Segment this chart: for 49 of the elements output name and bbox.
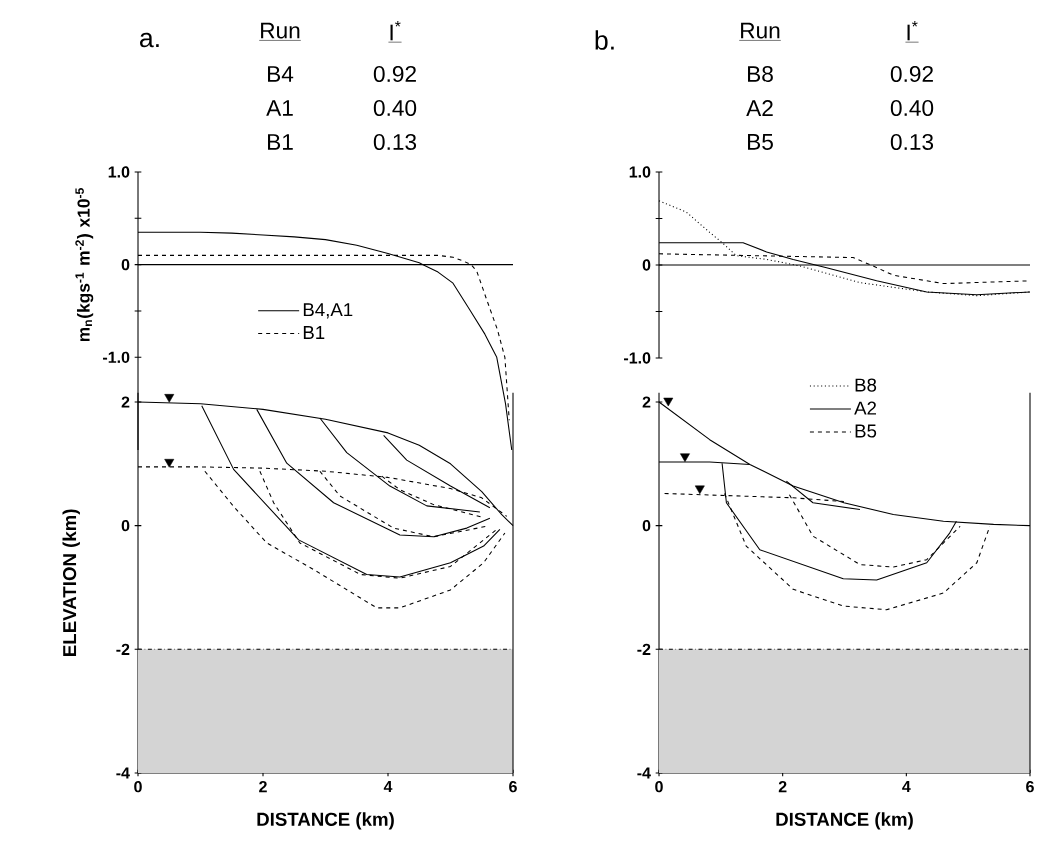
x-tick-label: 4: [902, 781, 911, 793]
y-tick-label: 0: [121, 519, 130, 532]
y-tick-label: 1.0: [108, 166, 130, 178]
text: 0.92: [373, 65, 416, 83]
x-tick-label: 6: [1026, 781, 1034, 793]
legend-label: B4,A1: [303, 303, 353, 319]
text: B1: [268, 134, 293, 150]
y-tick-label: -1.0: [624, 352, 651, 364]
y-tick-label: -2: [637, 643, 651, 655]
x-tick-label: 2: [778, 781, 787, 793]
legend-label: A2: [854, 401, 877, 415]
y-tick-label: 2: [121, 396, 130, 408]
text: Run: [741, 22, 780, 39]
y-tick-label: 0: [121, 258, 130, 271]
x-tick-label: 2: [259, 781, 267, 793]
y-tick-label: 0: [642, 519, 651, 532]
chart-title: b.: [595, 30, 614, 50]
y-tick-label: -4: [637, 767, 651, 779]
text: 0.13: [373, 133, 417, 151]
text: B8: [748, 65, 773, 83]
text: B4: [268, 66, 294, 82]
chart-title: a.: [140, 32, 159, 48]
y-axis-title: m$_{n}$(kgs$^{-1}$ m$^{-2}$) x10$^{-5}$: [75, 188, 94, 342]
y-tick-label: -1.0: [103, 351, 130, 363]
text: 0.40: [890, 99, 934, 117]
x-tick-label: 4: [383, 781, 393, 793]
text: B5: [748, 134, 773, 150]
x-tick-label: 6: [509, 781, 517, 793]
text: I$^{*}$: [390, 21, 401, 41]
text: A2: [746, 100, 773, 116]
x-axis-title: DISTANCE (km): [776, 812, 913, 830]
x-tick-label: 0: [134, 781, 142, 793]
legend-label: B1: [303, 326, 325, 339]
x-axis-title: DISTANCE (km): [257, 812, 394, 830]
text: 0.92: [890, 65, 933, 83]
x-tick-label: 0: [655, 781, 663, 793]
y-axis-title: ELEVATION (km): [62, 509, 80, 656]
y-tick-label: -2: [116, 643, 130, 655]
legend-label: B5: [855, 424, 877, 438]
text: A1: [266, 100, 293, 116]
y-tick-label: 0: [642, 259, 651, 271]
text: 0.13: [890, 133, 934, 151]
text: I$^{*}$: [907, 21, 918, 41]
legend-label: B8: [855, 378, 877, 392]
y-tick-label: 1.0: [629, 166, 651, 178]
text: Run: [261, 22, 300, 39]
y-tick-label: -4: [116, 767, 130, 779]
text: 0.40: [373, 99, 417, 117]
y-tick-label: 2: [642, 396, 651, 408]
